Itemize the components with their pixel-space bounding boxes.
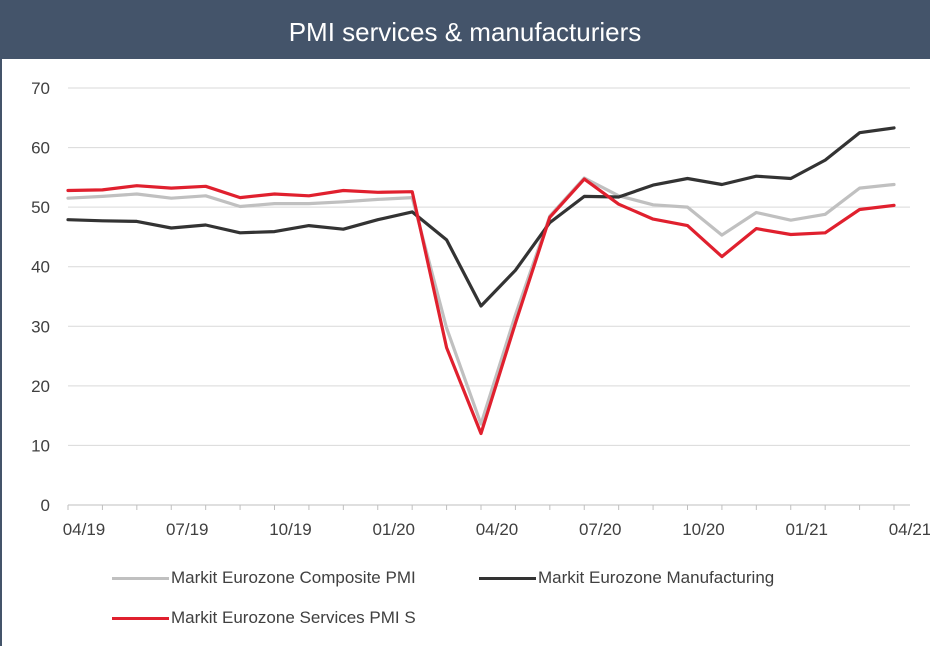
legend-item-manufacturing: Markit Eurozone Manufacturing bbox=[479, 568, 774, 588]
legend-swatch-composite bbox=[112, 576, 169, 580]
y-tick-label: 50 bbox=[31, 198, 50, 217]
x-tick-label: 01/20 bbox=[372, 520, 415, 539]
x-tick-label: 07/19 bbox=[166, 520, 209, 539]
gridlines bbox=[68, 87, 910, 446]
y-tick-label: 70 bbox=[31, 79, 50, 98]
y-tick-label: 20 bbox=[31, 377, 50, 396]
y-tick-label: 10 bbox=[31, 436, 50, 455]
chart-title: PMI services & manufacturiers bbox=[0, 0, 930, 59]
legend-item-services: Markit Eurozone Services PMI S bbox=[112, 608, 416, 628]
series-line-composite bbox=[66, 176, 896, 426]
legend-item-composite: Markit Eurozone Composite PMI bbox=[112, 568, 416, 588]
x-tick-label: 01/21 bbox=[785, 520, 828, 539]
y-tick-label: 60 bbox=[31, 139, 50, 158]
y-tick-label: 30 bbox=[31, 317, 50, 336]
legend-swatch-manufacturing bbox=[479, 576, 536, 580]
legend-label-services: Markit Eurozone Services PMI S bbox=[171, 608, 416, 627]
y-tick-label: 0 bbox=[41, 496, 50, 515]
x-tick-label: 04/20 bbox=[476, 520, 519, 539]
legend-swatch-services bbox=[112, 616, 169, 620]
x-tick-label: 07/20 bbox=[579, 520, 622, 539]
y-axis-tick-labels: 0 10 20 30 40 50 60 70 bbox=[31, 79, 50, 515]
x-axis-tick-labels: 04/19 07/19 10/19 01/20 04/20 07/20 10/20 01/21… bbox=[63, 520, 930, 539]
x-axis bbox=[67, 504, 910, 510]
x-tick-label: 10/20 bbox=[682, 520, 725, 539]
y-tick-label: 40 bbox=[31, 258, 50, 277]
x-tick-label: 04/19 bbox=[63, 520, 106, 539]
series-line-manufacturing bbox=[66, 126, 896, 308]
series-line-services bbox=[66, 177, 896, 436]
x-tick-label: 10/19 bbox=[269, 520, 312, 539]
x-tick-label: 04/21 bbox=[889, 520, 930, 539]
legend-label-manufacturing: Markit Eurozone Manufacturing bbox=[538, 568, 775, 587]
legend-label-composite: Markit Eurozone Composite PMI bbox=[171, 568, 416, 587]
series-lines bbox=[66, 126, 896, 436]
frame-border bbox=[0, 59, 2, 646]
